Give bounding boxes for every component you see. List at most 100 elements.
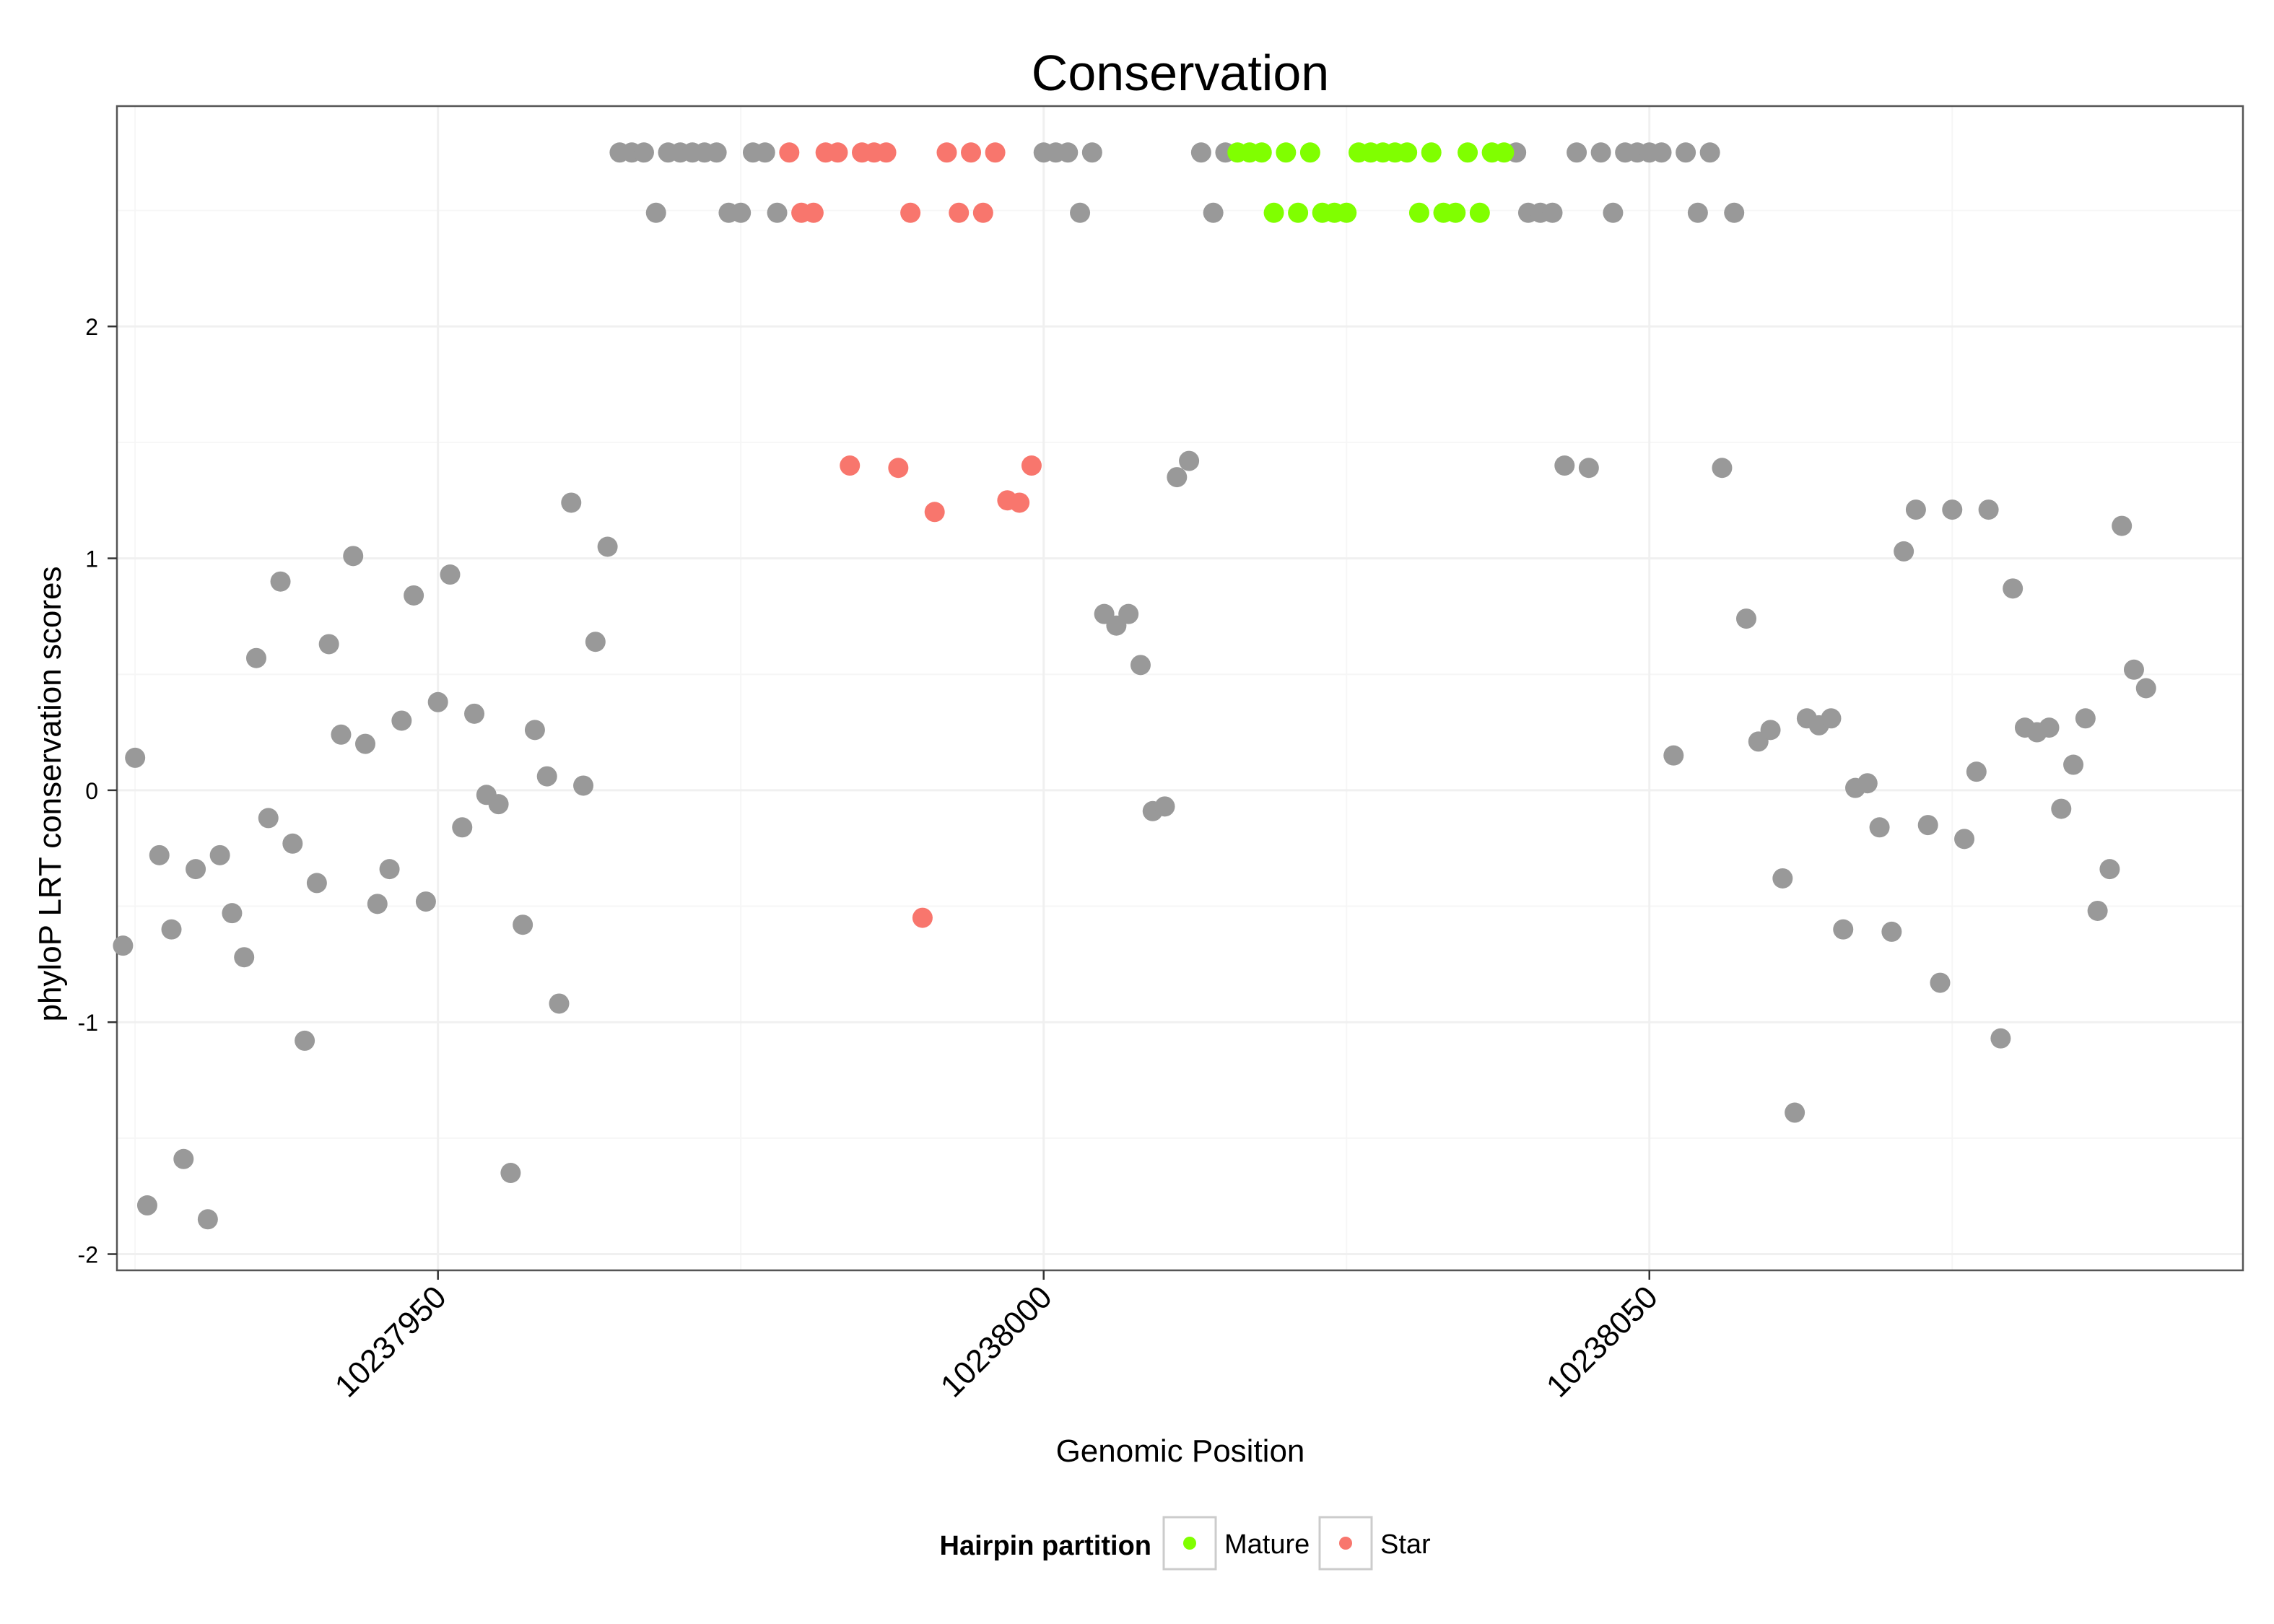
point-other [1917,815,1938,836]
point-other [161,919,182,940]
point-other [767,202,788,223]
point-other [706,142,727,163]
point-mature [1288,202,1309,223]
point-other [1712,458,1733,479]
legend-swatch-star [1339,1537,1352,1550]
point-other [633,142,654,163]
point-other [1081,142,1102,163]
point-other [209,844,230,865]
point-mature [1408,202,1429,223]
point-other [1954,829,1975,850]
point-other [2051,798,2072,819]
point-other [1699,142,1720,163]
point-other [488,794,509,815]
point-other [1651,142,1672,163]
point-other [1905,499,1926,520]
point-star [876,142,897,163]
point-other [136,1195,157,1216]
point-other [1603,202,1624,223]
point-other [258,808,279,829]
point-other [536,766,557,787]
point-other [464,703,485,724]
point-other [222,903,243,924]
point-other [2039,717,2060,738]
point-star [912,907,933,928]
point-star [985,142,1006,163]
y-tick-label: 2 [85,314,98,340]
point-other [1978,499,1999,520]
point-star [1021,455,1042,476]
point-other [573,775,594,796]
point-other [1058,142,1079,163]
point-star [803,202,824,223]
point-star [900,202,921,223]
point-other [440,564,461,585]
y-tick-label: 0 [85,778,98,804]
point-other [367,894,388,914]
point-star [924,502,945,523]
point-other [343,546,364,567]
point-other [2123,659,2144,680]
y-tick-label: -1 [78,1010,98,1036]
point-other [2112,515,2133,536]
point-star [840,455,861,476]
point-other [1590,142,1611,163]
legend: Hairpin partition Mature Star [940,1516,1431,1571]
point-other [754,142,775,163]
legend-title: Hairpin partition [940,1531,1151,1561]
point-other [1990,1028,2011,1049]
point-other [1130,655,1151,676]
point-other [149,844,170,865]
point-other [186,859,206,880]
point-other [452,817,473,838]
point-mature [1397,142,1418,163]
legend-label-star: Star [1380,1529,1431,1560]
point-other [1190,142,1211,163]
point-other [1676,142,1696,163]
point-mature [1276,142,1297,163]
y-axis-label: phyloP LRT conservation scores [32,566,68,1021]
point-other [500,1163,521,1184]
point-other [1724,202,1745,223]
point-mature [1299,142,1320,163]
point-other [513,914,533,935]
point-other [1772,868,1793,889]
point-other [1663,745,1684,766]
x-axis-label: Genomic Position [1056,1433,1305,1469]
point-other [1118,603,1139,624]
point-other [391,710,412,731]
point-other [282,833,303,854]
point-other [1167,467,1188,488]
point-other [585,632,606,652]
point-mature [1421,142,1442,163]
point-other [1578,458,1599,479]
point-other [597,536,618,557]
point-other [245,647,266,668]
y-tick-label: -2 [78,1242,98,1268]
point-other [1833,919,1854,940]
point-other [331,724,352,745]
point-star [888,458,909,479]
point-other [2099,859,2120,880]
point-mature [1469,202,1490,223]
point-mature [1263,202,1284,223]
point-other [1687,202,1708,223]
point-other [2003,578,2023,599]
point-other [1881,921,1902,942]
point-other [197,1209,218,1230]
point-mature [1336,202,1357,223]
point-other [113,935,134,956]
point-other [2135,678,2156,699]
point-other [427,691,448,712]
legend-swatch-mature [1183,1537,1196,1550]
plot-panel [116,105,2244,1272]
point-other [645,202,666,223]
point-other [1154,796,1175,817]
point-other [173,1148,194,1169]
point-mature [1494,142,1515,163]
point-other [549,993,570,1014]
point-star [949,202,970,223]
point-other [1930,972,1951,993]
point-other [1567,142,1587,163]
